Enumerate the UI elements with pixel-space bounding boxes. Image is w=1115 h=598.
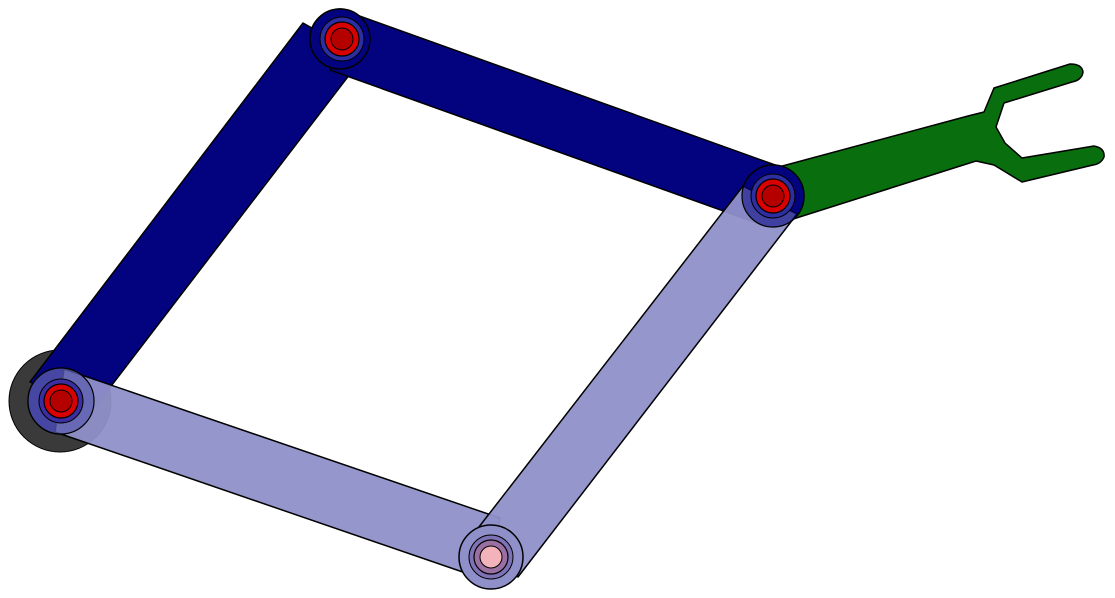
upper-left-link	[27, 8, 371, 435]
bottom-joint	[468, 534, 514, 580]
base-joint	[38, 378, 84, 424]
lower-right-link	[458, 164, 805, 590]
gripper-arm	[774, 63, 1105, 221]
upper-right-link	[309, 8, 805, 228]
lower-left-link	[27, 367, 501, 581]
top-joint	[319, 16, 365, 62]
right-joint	[750, 173, 796, 219]
